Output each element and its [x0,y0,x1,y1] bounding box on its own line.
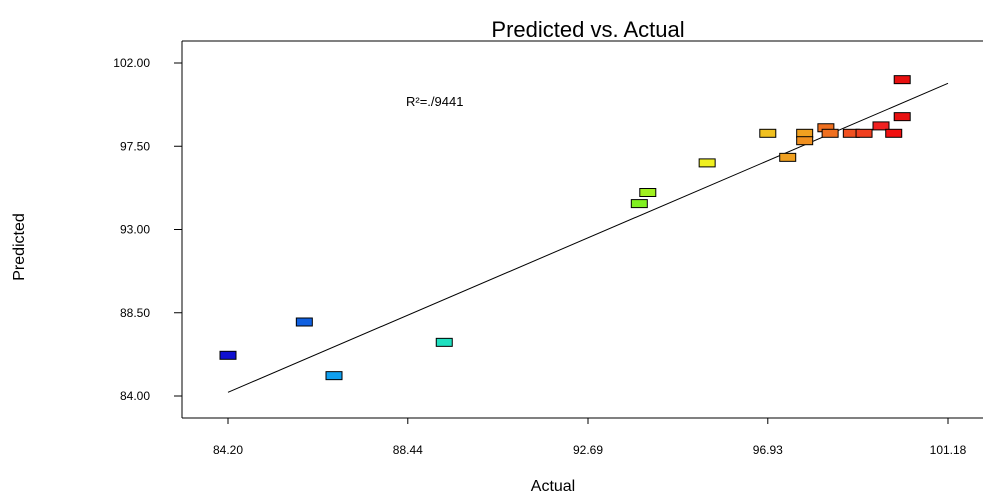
data-point [219,350,237,360]
y-tick-label: 93.00 [120,223,150,237]
chart-title: Predicted vs. Actual [491,17,684,42]
data-point [796,128,814,138]
data-points [219,75,911,381]
data-point [779,152,797,162]
x-tick-label: 92.69 [573,443,603,457]
fit-line [227,82,949,393]
data-point [295,317,313,327]
data-point [759,128,777,138]
plot-frame [181,40,983,419]
data-point [796,136,814,146]
y-tick-label: 102.00 [113,56,150,70]
x-tick-label: 96.93 [753,443,783,457]
x-axis-label: Actual [531,478,575,495]
x-tick-label: 88.44 [393,443,423,457]
y-tick-label: 97.50 [120,139,150,153]
data-point [893,112,911,122]
data-point [872,121,890,131]
x-tick-label: 84.20 [213,443,243,457]
data-point [325,371,343,381]
data-point [885,128,903,138]
r-squared-annotation: R²=./9441 [406,94,463,109]
y-tick-label: 84.00 [120,389,150,403]
data-point [630,199,648,209]
x-axis: 84.20 88.44 92.69 96.93 101.18 [213,418,967,457]
y-axis: 84.00 88.50 93.00 97.50 102.00 [113,56,182,403]
data-point [855,128,873,138]
y-axis-label: Predicted [11,213,28,281]
data-point [893,75,911,85]
data-point [821,128,839,138]
y-tick-label: 88.50 [120,306,150,320]
data-point [698,158,716,168]
data-point [639,188,657,197]
data-point [435,337,453,347]
x-tick-label: 101.18 [930,443,967,457]
